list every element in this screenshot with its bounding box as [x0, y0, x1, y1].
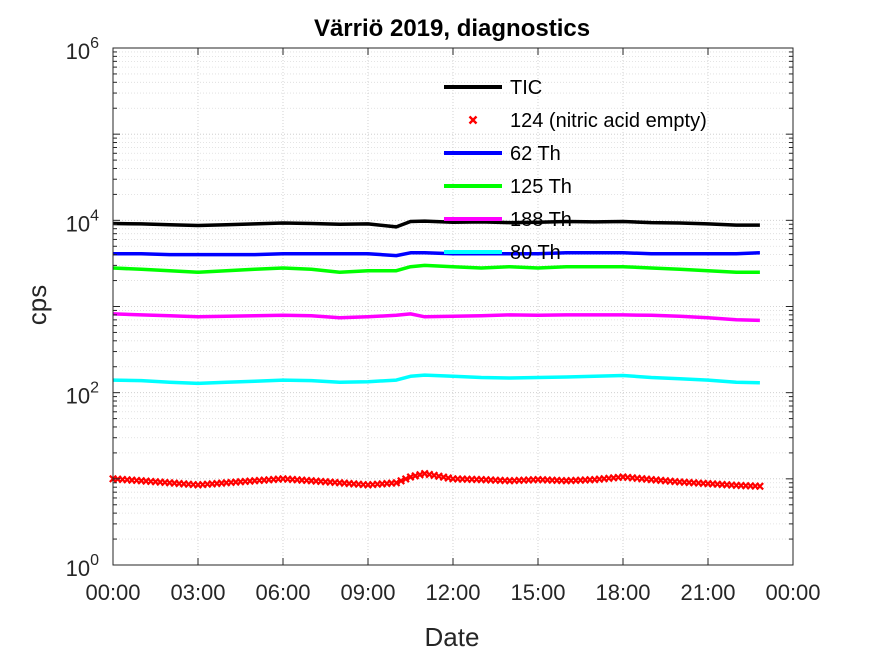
- series-125-th-line: [112, 263, 760, 274]
- series-124-nitric-acid-empty-markers: [109, 469, 764, 491]
- x-tick-label: 09:00: [340, 580, 395, 605]
- x-tick-label: 12:00: [425, 580, 480, 605]
- x-tick-label: 00:00: [765, 580, 820, 605]
- legend-188-th-label: 188 Th: [510, 209, 572, 231]
- series-62-th-line: [113, 251, 760, 258]
- legend-80-th-label: 80 Th: [510, 242, 561, 264]
- legend-tic-label: TIC: [510, 77, 542, 99]
- y-axis-label: cps: [22, 285, 52, 325]
- series-80-th-line: [112, 373, 760, 386]
- y-tick-label: 106: [66, 35, 99, 64]
- legend-124-nitric-acid-empty-swatch: [468, 115, 478, 125]
- x-tick-label: 15:00: [510, 580, 565, 605]
- x-tick-label: 06:00: [255, 580, 310, 605]
- legend: TIC 124 (nitric acid empty) 62 Th 125 Th 188…: [444, 77, 707, 264]
- data-point: [397, 476, 406, 485]
- data-point: [392, 478, 401, 487]
- x-tick-label: 18:00: [595, 580, 650, 605]
- y-tick-label: 102: [66, 380, 99, 409]
- legend-125-th-label: 125 Th: [510, 176, 572, 198]
- x-axis-label: Date: [425, 622, 480, 652]
- data-point: [755, 482, 764, 491]
- y-tick-label: 100: [66, 552, 99, 581]
- legend-124-nitric-acid-empty-label: 124 (nitric acid empty): [510, 110, 707, 132]
- series-188-th-line: [112, 312, 760, 323]
- x-tick-label: 21:00: [680, 580, 735, 605]
- legend-62-th-label: 62 Th: [510, 143, 561, 165]
- x-tick-label: 03:00: [170, 580, 225, 605]
- data-point: [401, 474, 410, 483]
- series-tic-line: [112, 219, 760, 229]
- x-tick-label: 00:00: [85, 580, 140, 605]
- chart-title: Värriö 2019, diagnostics: [314, 15, 590, 42]
- y-tick-label: 104: [66, 207, 99, 236]
